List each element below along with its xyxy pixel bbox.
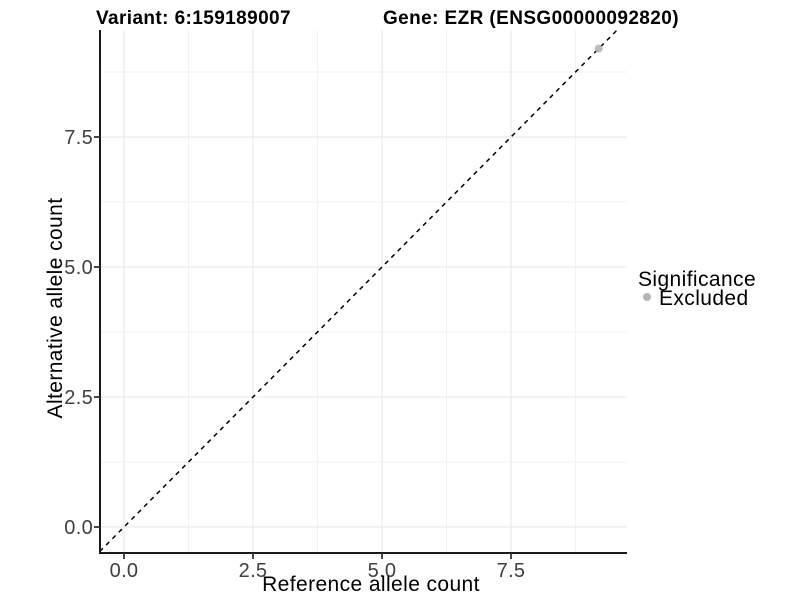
axis-lines bbox=[99, 30, 627, 554]
legend-title: Significance bbox=[638, 268, 756, 291]
x-axis-title: Reference allele count bbox=[262, 573, 480, 596]
legend-label-excluded: Excluded bbox=[659, 287, 749, 310]
tick-marks bbox=[94, 136, 512, 559]
plot-title-gene: Gene: EZR (ENSG00000092820) bbox=[383, 8, 679, 29]
x-tick-label: 0.0 bbox=[110, 560, 139, 582]
y-tick-label: 0.0 bbox=[64, 517, 93, 539]
legend-key-circle-icon bbox=[643, 293, 651, 301]
y-tick-label: 7.5 bbox=[64, 127, 93, 149]
x-tick-label: 7.5 bbox=[497, 560, 526, 582]
plot-title-variant: Variant: 6:159189007 bbox=[96, 8, 291, 29]
major-gridlines bbox=[100, 30, 627, 553]
legend: Significance Excluded bbox=[638, 268, 756, 310]
minor-gridlines bbox=[100, 30, 627, 553]
y-tick-labels: 0.0 2.5 5.0 7.5 bbox=[64, 127, 93, 539]
y-tick-label: 5.0 bbox=[64, 257, 93, 279]
x-tick-labels: 0.0 2.5 5.0 7.5 bbox=[110, 560, 526, 582]
data-point bbox=[594, 44, 603, 53]
data-points bbox=[594, 44, 603, 53]
x-tick-label: 5.0 bbox=[368, 560, 397, 582]
y-tick-label: 2.5 bbox=[64, 387, 93, 409]
x-tick-label: 2.5 bbox=[239, 560, 268, 582]
y-axis-title: Alternative allele count bbox=[44, 198, 67, 419]
